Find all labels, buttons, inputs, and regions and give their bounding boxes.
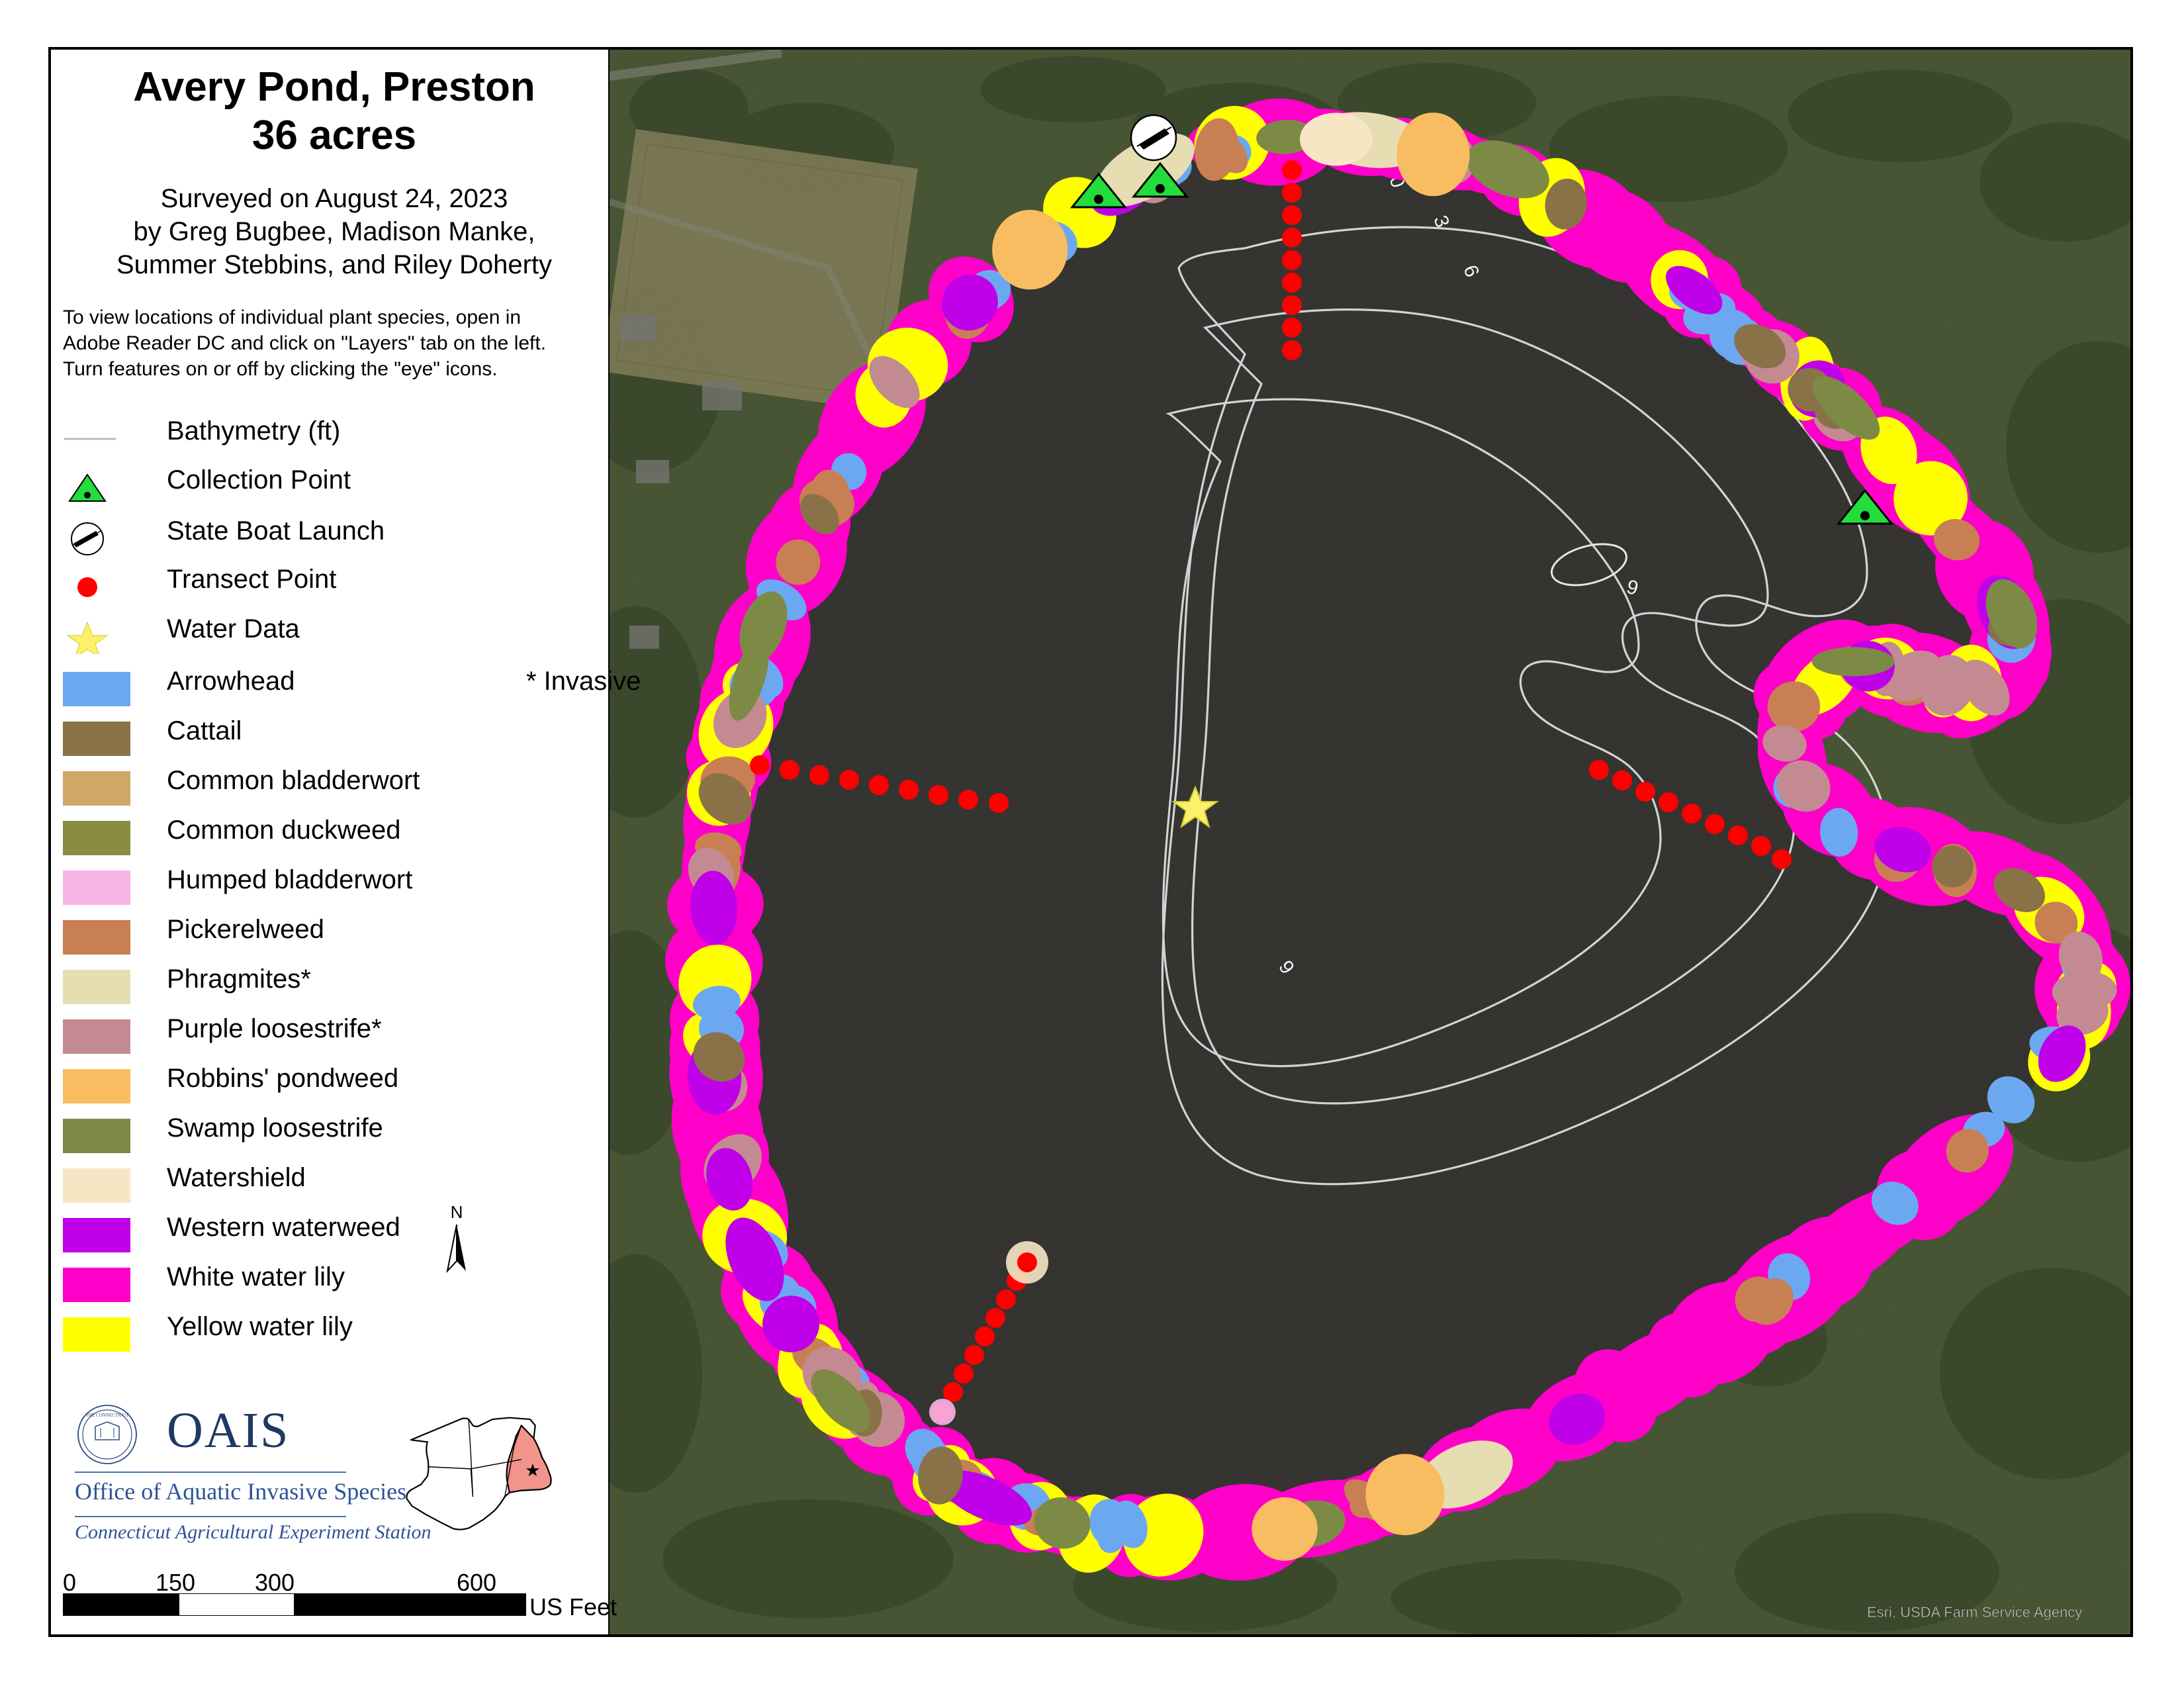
svg-text:★: ★ bbox=[525, 1460, 541, 1480]
svg-text:THE CONNECTICUT: THE CONNECTICUT bbox=[86, 1413, 129, 1418]
svg-text:Esri, USDA Farm Service Agency: Esri, USDA Farm Service Agency bbox=[1867, 1604, 2082, 1620]
svg-text:N: N bbox=[451, 1205, 463, 1222]
